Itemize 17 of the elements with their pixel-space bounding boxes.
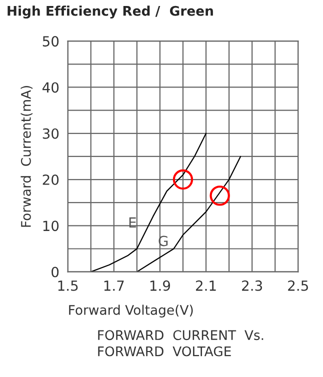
x-tick-label: 1.9 xyxy=(150,280,170,291)
y-tick-label: 50 xyxy=(42,36,59,47)
x-tick-label: 1.7 xyxy=(104,280,124,291)
y-tick-label: 0 xyxy=(52,266,59,278)
y-tick-label: 40 xyxy=(42,82,59,93)
y-tick-label: 30 xyxy=(42,128,59,139)
x-axis-title: Forward Voltage(V) xyxy=(69,304,193,318)
text: FORWARD CURRENT Vs. xyxy=(98,330,264,340)
x-tick-label: 2.5 xyxy=(288,280,308,291)
chart-title: High Efficiency Red / Green xyxy=(8,6,213,19)
x-tick-label: 2.1 xyxy=(196,280,216,291)
y-tick-label: 10 xyxy=(43,220,59,232)
y-axis-title: Forward Current(mA) xyxy=(20,86,32,227)
x-tick-label: 1.5 xyxy=(58,280,78,291)
x-tick-label: 2.3 xyxy=(242,280,262,291)
text: FORWARD VOLTAGE xyxy=(98,346,231,356)
y-tick-label: 20 xyxy=(42,174,59,185)
